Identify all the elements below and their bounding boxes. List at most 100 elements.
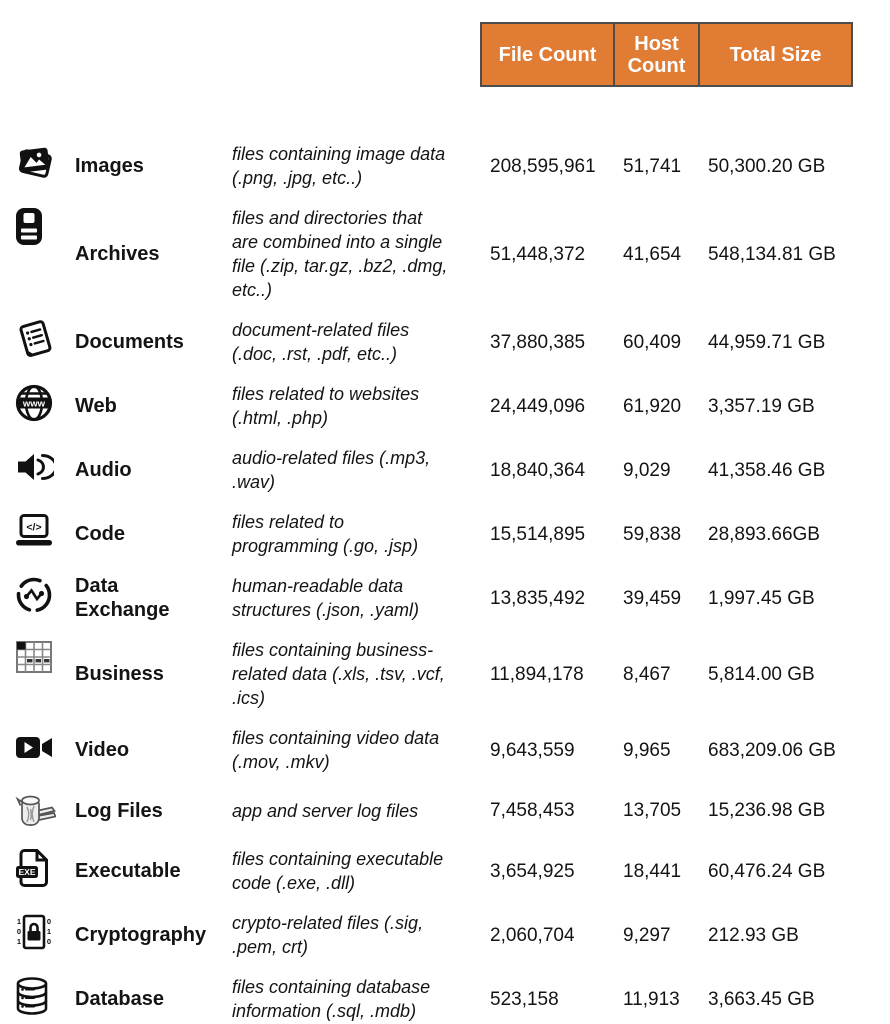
file-count-value: 7,458,453 bbox=[490, 800, 575, 821]
table-row-database: Database files containing database infor… bbox=[14, 967, 860, 1024]
file-count-value: 523,158 bbox=[490, 988, 559, 1010]
table-row-cryptography: 1 0 1 0 1 0 Cryptography crypto-related … bbox=[14, 903, 860, 967]
category-description: document-related files (.doc, .rst, .pdf… bbox=[232, 320, 410, 364]
category-name: Database bbox=[75, 988, 164, 1010]
svg-text:www: www bbox=[22, 399, 46, 410]
svg-text:0: 0 bbox=[47, 917, 51, 926]
host-count-value: 18,441 bbox=[623, 860, 682, 882]
host-count-value: 9,297 bbox=[623, 924, 671, 946]
column-header-total-size: Total Size bbox=[698, 22, 853, 87]
archives-icon bbox=[14, 206, 75, 247]
total-size-value: 50,300.20 GB bbox=[708, 155, 826, 177]
svg-text:0: 0 bbox=[47, 937, 51, 946]
total-size-value: 548,134.81 GB bbox=[708, 243, 836, 265]
table-row-images: Images files containing image data (.png… bbox=[14, 134, 860, 198]
table-header: File Count Host Count Total Size bbox=[480, 22, 853, 87]
category-name: Archives bbox=[75, 243, 160, 265]
host-count-value: 59,838 bbox=[623, 523, 682, 545]
category-description: files containing business- related data … bbox=[232, 640, 445, 708]
table-row-audio: Audio audio-related files (.mp3, .wav) 1… bbox=[14, 438, 860, 502]
category-name: Cryptography bbox=[75, 924, 207, 946]
file-count-value: 2,060,704 bbox=[490, 924, 575, 946]
category-name: Log Files bbox=[75, 799, 163, 822]
total-size-value: 5,814.00 GB bbox=[708, 663, 815, 685]
data-exchange-icon bbox=[14, 574, 75, 615]
executable-file-icon: EXE bbox=[14, 847, 75, 888]
web-globe-icon: www bbox=[14, 382, 75, 423]
svg-text:1: 1 bbox=[47, 927, 51, 936]
column-header-file-count: File Count bbox=[480, 22, 615, 87]
table-row-archives: Archives files and directories that are … bbox=[14, 198, 860, 310]
images-icon bbox=[14, 142, 75, 183]
category-description: files containing video data (.mov, .mkv) bbox=[232, 728, 440, 772]
table-row-video: Video files containing video data (.mov,… bbox=[14, 718, 860, 782]
audio-speaker-icon bbox=[14, 446, 75, 487]
file-count-value: 9,643,559 bbox=[490, 739, 575, 761]
category-description: files and directories that are combined … bbox=[232, 208, 448, 300]
category-description: files containing database information (.… bbox=[232, 977, 431, 1021]
file-count-value: 15,514,895 bbox=[490, 523, 586, 545]
database-icon bbox=[14, 975, 75, 1016]
category-description: files containing image data (.png, .jpg,… bbox=[232, 144, 446, 188]
total-size-value: 15,236.98 GB bbox=[708, 800, 826, 821]
category-description: files related to programming (.go, .jsp) bbox=[232, 512, 419, 556]
documents-icon bbox=[14, 318, 75, 359]
total-size-value: 28,893.66GB bbox=[708, 523, 820, 545]
category-name: Data Exchange bbox=[75, 575, 170, 621]
svg-text:</>: </> bbox=[26, 522, 41, 534]
total-size-value: 44,959.71 GB bbox=[708, 331, 826, 353]
category-name: Executable bbox=[75, 860, 181, 882]
log-files-icon bbox=[14, 790, 75, 831]
cryptography-lock-icon: 1 0 1 0 1 0 bbox=[14, 911, 75, 952]
category-name: Images bbox=[75, 155, 144, 177]
file-count-value: 208,595,961 bbox=[490, 155, 596, 177]
file-count-value: 3,654,925 bbox=[490, 860, 575, 882]
host-count-value: 13,705 bbox=[623, 800, 682, 821]
total-size-value: 41,358.46 GB bbox=[708, 459, 826, 481]
total-size-value: 212.93 GB bbox=[708, 924, 799, 946]
code-laptop-icon: </> bbox=[14, 510, 75, 551]
host-count-value: 9,965 bbox=[623, 739, 671, 761]
host-count-value: 51,741 bbox=[623, 155, 682, 177]
column-header-host-count: Host Count bbox=[613, 22, 700, 87]
table-row-data-exchange: Data Exchange human-readable data struct… bbox=[14, 566, 860, 630]
category-name: Documents bbox=[75, 331, 184, 353]
host-count-value: 11,913 bbox=[623, 988, 680, 1010]
svg-text:1: 1 bbox=[17, 917, 21, 926]
category-description: audio-related files (.mp3, .wav) bbox=[232, 448, 431, 492]
total-size-value: 683,209.06 GB bbox=[708, 739, 836, 761]
svg-text:0: 0 bbox=[17, 927, 21, 936]
host-count-value: 8,467 bbox=[623, 663, 671, 685]
category-table: Images files containing image data (.png… bbox=[14, 134, 860, 1024]
table-row-documents: Documents document-related files (.doc, … bbox=[14, 310, 860, 374]
category-description: app and server log files bbox=[232, 800, 419, 821]
svg-text:EXE: EXE bbox=[18, 867, 35, 877]
svg-text:1: 1 bbox=[17, 937, 21, 946]
file-count-value: 37,880,385 bbox=[490, 331, 586, 353]
file-count-value: 11,894,178 bbox=[490, 663, 584, 685]
host-count-value: 39,459 bbox=[623, 587, 682, 609]
host-count-value: 61,920 bbox=[623, 395, 682, 417]
file-count-value: 18,840,364 bbox=[490, 459, 586, 481]
category-description: files containing executable code (.exe, … bbox=[232, 849, 444, 893]
category-description: crypto-related files (.sig, .pem, crt) bbox=[232, 913, 424, 957]
category-name: Web bbox=[75, 395, 117, 417]
host-count-value: 60,409 bbox=[623, 331, 682, 353]
total-size-value: 3,357.19 GB bbox=[708, 395, 815, 417]
file-count-value: 13,835,492 bbox=[490, 587, 586, 609]
file-count-value: 51,448,372 bbox=[490, 243, 586, 265]
category-description: human-readable data structures (.json, .… bbox=[232, 576, 420, 620]
category-name: Business bbox=[75, 663, 164, 685]
file-count-value: 24,449,096 bbox=[490, 395, 586, 417]
category-name: Video bbox=[75, 739, 130, 761]
total-size-value: 1,997.45 GB bbox=[708, 587, 815, 609]
category-name: Audio bbox=[75, 459, 132, 481]
total-size-value: 3,663.45 GB bbox=[708, 988, 815, 1010]
video-camera-icon bbox=[14, 726, 75, 767]
total-size-value: 60,476.24 GB bbox=[708, 860, 826, 882]
host-count-value: 41,654 bbox=[623, 243, 682, 265]
category-name: Code bbox=[75, 523, 125, 545]
table-row-executable: EXE Executable files containing executab… bbox=[14, 839, 860, 903]
category-description: files related to websites (.html, .php) bbox=[232, 384, 420, 428]
